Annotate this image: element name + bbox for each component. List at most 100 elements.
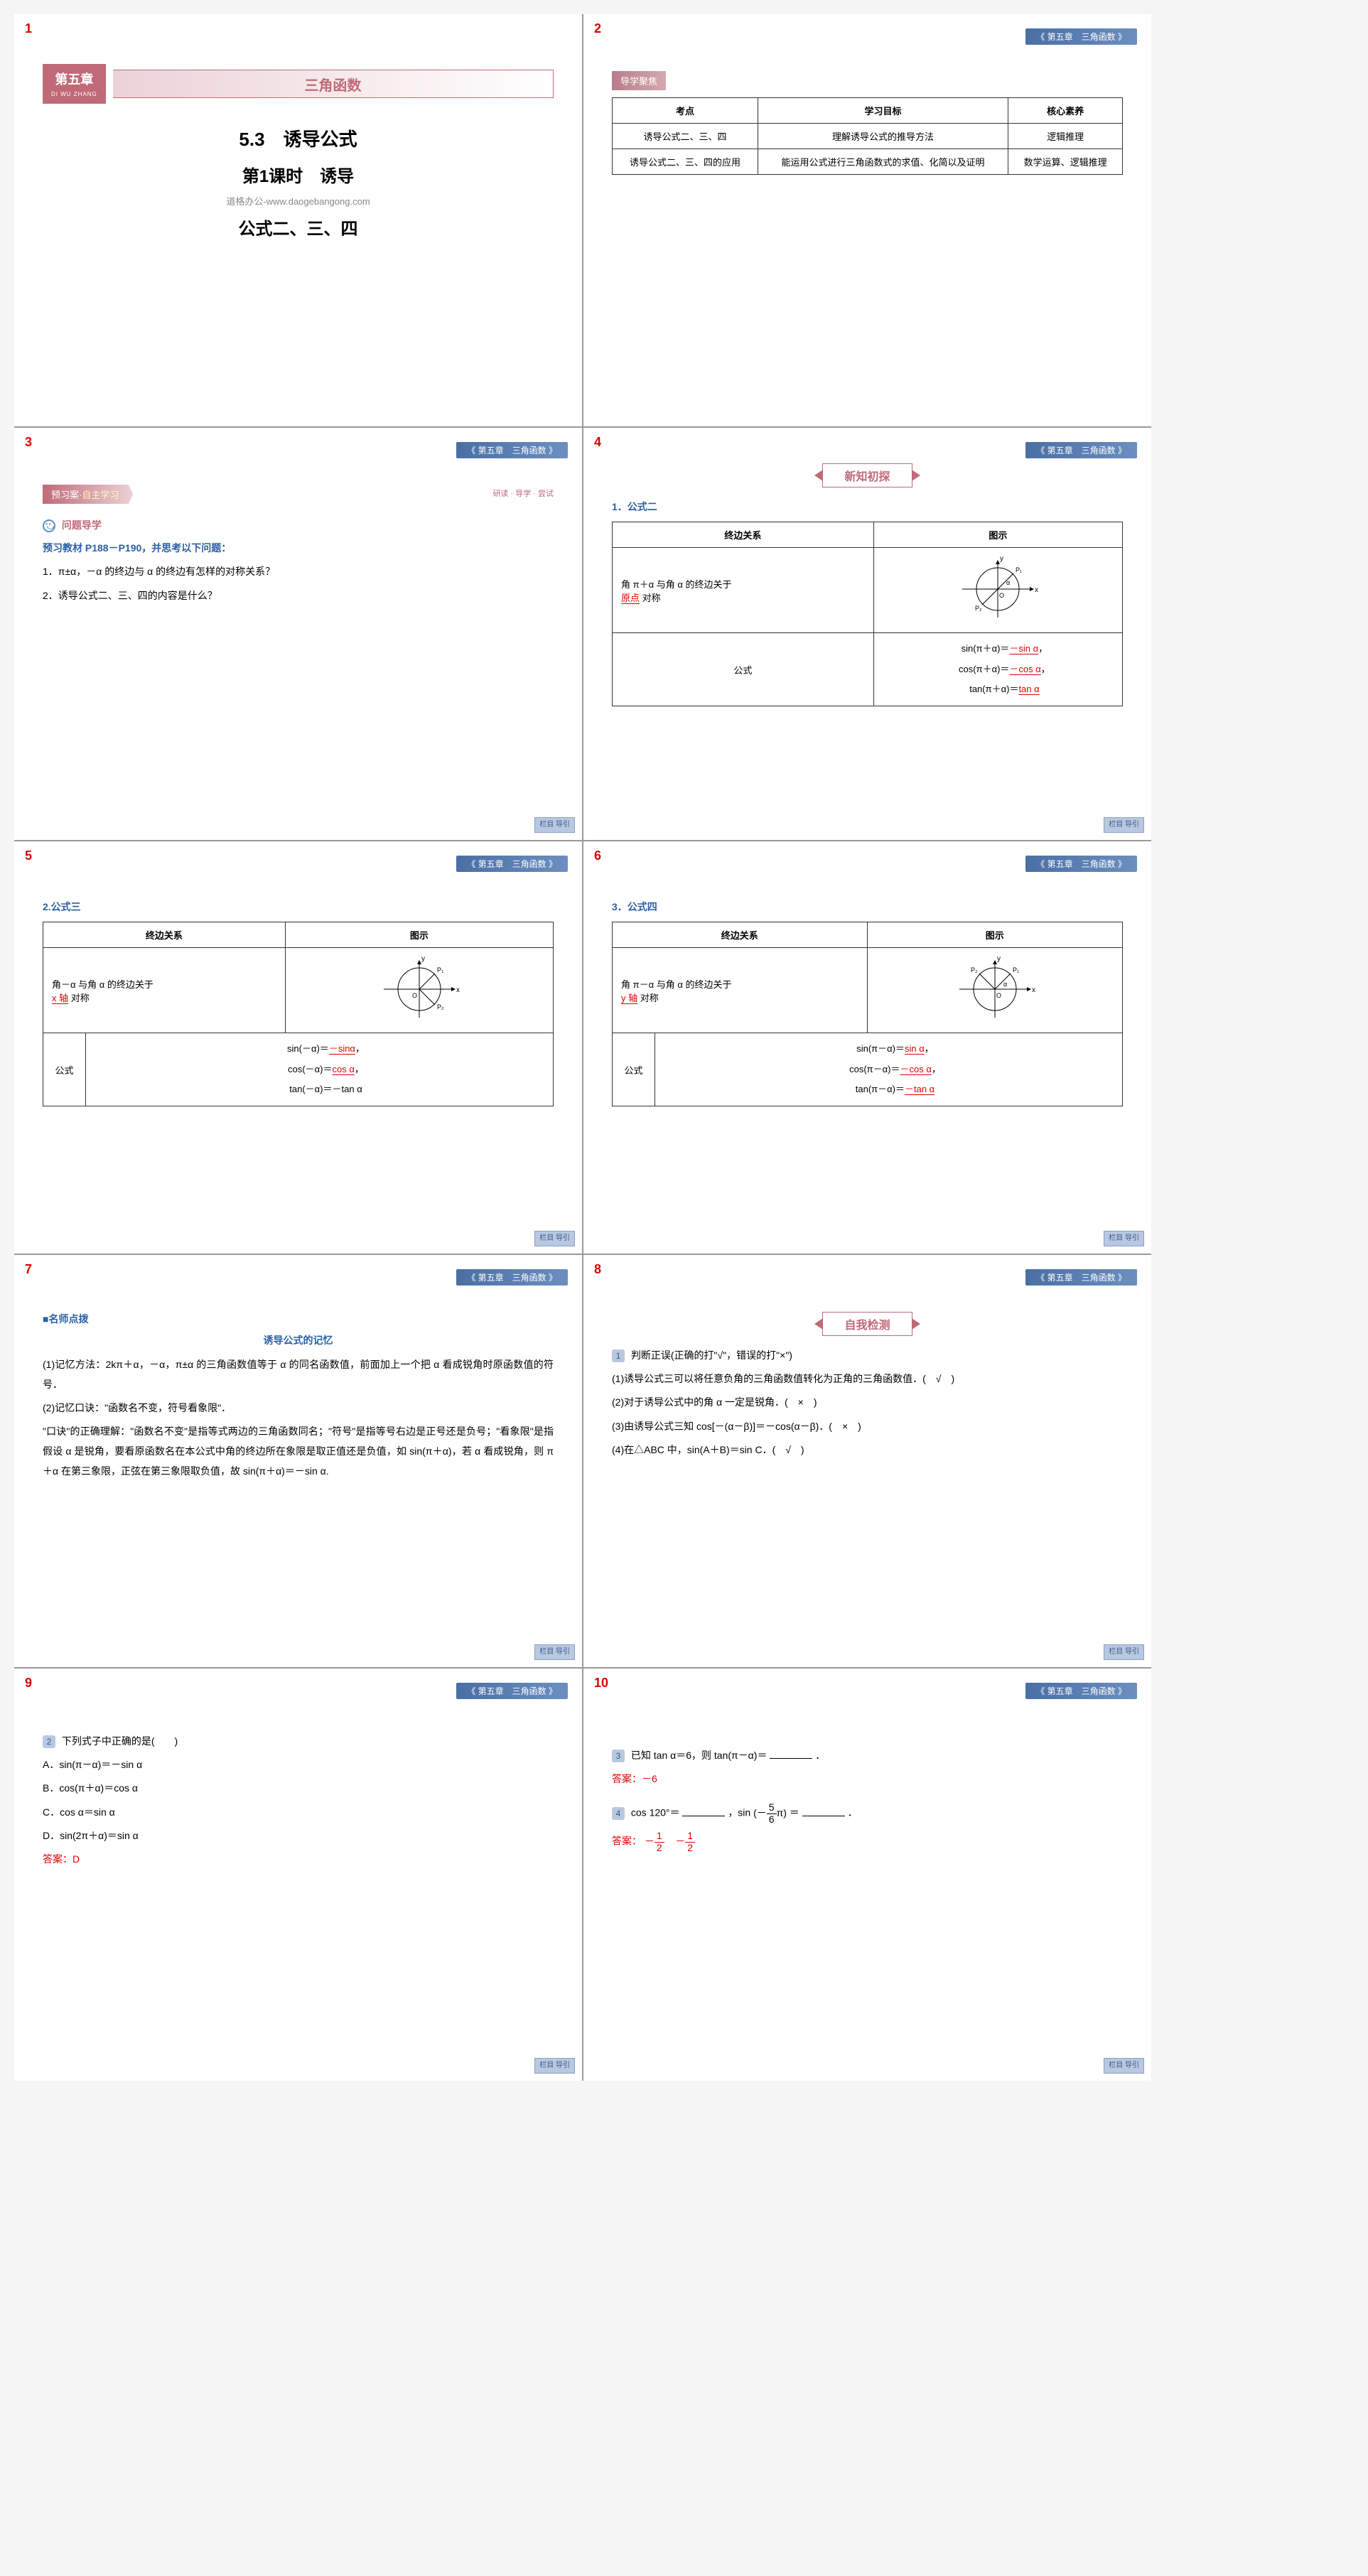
svg-text:P₁: P₁ xyxy=(1016,566,1022,573)
diagram-cell: x y P₁ P₂ O xyxy=(285,948,553,1033)
rel-c: 对称 xyxy=(71,993,90,1003)
badge-1: 1 xyxy=(612,1349,625,1362)
svg-text:P₁: P₁ xyxy=(1013,966,1019,974)
col-header: 考点 xyxy=(613,98,758,124)
q1: (1)诱导公式三可以将任意负角的三角函数值转化为正角的三角函数值．( √ ) xyxy=(612,1370,1123,1388)
nav-button[interactable]: 栏目 导引 xyxy=(534,2058,575,2074)
nav-button[interactable]: 栏目 导引 xyxy=(1104,817,1144,833)
q3a: 已知 tan α＝6，则 tan(π－α)＝ xyxy=(631,1750,768,1761)
q4c: ＝ xyxy=(790,1807,799,1818)
cell: 逻辑推理 xyxy=(1008,124,1123,149)
badge-4: 4 xyxy=(612,1807,625,1820)
f2b: －cos α xyxy=(900,1064,932,1074)
cell: 理解诱导公式的推导方法 xyxy=(758,124,1008,149)
slide-number: 1 xyxy=(25,21,32,36)
preview-right: 研读 · 导学 · 尝试 xyxy=(492,487,554,499)
slide-9: 9 第五章 三角函数 2 下列式子中正确的是( ) A．sin(π－α)＝－si… xyxy=(14,1669,582,2081)
rel-c: 对称 xyxy=(642,593,661,603)
q-header-text: 问题导学 xyxy=(62,519,102,531)
ans-label: 答案： xyxy=(43,1853,72,1865)
opt-c: C．cos α＝sin α xyxy=(43,1804,554,1821)
slide-10: 10 第五章 三角函数 3 已知 tan α＝6，则 tan(π－α)＝ ． 答… xyxy=(583,1669,1151,2081)
nav-button[interactable]: 栏目 导引 xyxy=(1104,1644,1144,1660)
chapter-tag: 第五章 三角函数 xyxy=(1025,442,1137,458)
q-intro: 2 下列式子中正确的是( ) xyxy=(43,1732,554,1750)
slide-5: 5 第五章 三角函数 2.公式三 终边关系 图示 角－α 与角 α 的终边关于 … xyxy=(14,841,582,1254)
f2a: cos(π－α)＝ xyxy=(849,1064,900,1074)
slide-number: 2 xyxy=(594,21,601,36)
svg-text:y: y xyxy=(421,955,425,963)
formula-title: 2.公式三 xyxy=(43,898,554,916)
slide-number: 3 xyxy=(25,435,32,450)
pill-header: 自我检测 xyxy=(612,1312,1123,1336)
svg-text:P₂: P₂ xyxy=(971,966,978,974)
slide-3: 3 第五章 三角函数 预习案·自主学习 研读 · 导学 · 尝试 问题导学 预习… xyxy=(14,428,582,840)
pill-text: 自我检测 xyxy=(822,1312,912,1336)
ans3-label: 答案： xyxy=(612,1773,642,1784)
f3b: tan α xyxy=(1018,684,1039,694)
rel-answer: 原点 xyxy=(621,593,640,603)
relation-cell: 角－α 与角 α 的终边关于 x 轴 对称 xyxy=(43,948,286,1033)
formula-table: 终边关系 图示 角－α 与角 α 的终边关于 x 轴 对称 x y P₁ xyxy=(43,922,554,1106)
f2b: cos α xyxy=(333,1064,355,1074)
nav-button[interactable]: 栏目 导引 xyxy=(534,1231,575,1246)
q3b: ． xyxy=(815,1750,825,1761)
nav-button[interactable]: 栏目 导引 xyxy=(534,1644,575,1660)
unit-circle-icon: x y P₁ P₂ O xyxy=(377,954,462,1025)
rel-c: 对称 xyxy=(640,993,659,1003)
chapter-tag: 第五章 三角函数 xyxy=(456,442,568,458)
col-header: 图示 xyxy=(285,922,553,948)
slide-number: 4 xyxy=(594,435,601,450)
formula-title: 1．公式二 xyxy=(612,498,1123,516)
slide-grid: 1 第五章 DI WU ZHANG 三角函数 5.3 诱导公式 第1课时 诱导 … xyxy=(14,14,1151,2081)
formula-title: 3．公式四 xyxy=(612,898,1123,916)
badge-2: 2 xyxy=(43,1735,55,1748)
formula-table: 终边关系 图示 角 π－α 与角 α 的终边关于 y 轴 对称 x y P₁ xyxy=(612,922,1123,1106)
q2: (2)对于诱导公式中的角 α 一定是锐角．( × ) xyxy=(612,1394,1123,1411)
ans3-val: －6 xyxy=(642,1773,657,1784)
formulas: sin(π＋α)＝－sin α， cos(π＋α)＝－cos α， tan(π＋… xyxy=(873,633,1122,706)
chapter-title: 三角函数 xyxy=(113,70,554,98)
f3b: －tan α xyxy=(905,1084,935,1094)
formulas: sin(－α)＝－sinα， cos(－α)＝cos α， tan(－α)＝－t… xyxy=(86,1033,554,1106)
pill-header: 新知初探 xyxy=(612,463,1123,487)
chapter-banner: 第五章 DI WU ZHANG 三角函数 xyxy=(43,64,554,104)
para-1: (1)记忆方法：2kπ＋α，－α，π±α 的三角函数值等于 α 的同名函数值，前… xyxy=(43,1354,554,1394)
answer-3: 答案：－6 xyxy=(612,1770,1123,1788)
cell: 能运用公式进行三角函数式的求值、化简以及证明 xyxy=(758,149,1008,175)
relation-cell: 角 π－α 与角 α 的终边关于 y 轴 对称 xyxy=(613,948,868,1033)
f2b: －cos α xyxy=(1009,664,1040,674)
nav-button[interactable]: 栏目 导引 xyxy=(534,817,575,833)
rel-answer: y 轴 xyxy=(621,993,637,1003)
q3: (3)由诱导公式三知 cos[－(α－β)]＝－cos(α－β)．( × ) xyxy=(612,1418,1123,1435)
slide-number: 8 xyxy=(594,1262,601,1277)
svg-text:y: y xyxy=(1000,555,1003,563)
relation-cell: 角 π＋α 与角 α 的终边关于 原点 对称 xyxy=(613,548,874,633)
svg-text:α: α xyxy=(1003,981,1007,988)
col-header: 终边关系 xyxy=(613,922,868,948)
chapter-pinyin: DI WU ZHANG xyxy=(51,91,97,97)
col-header: 学习目标 xyxy=(758,98,1008,124)
slide-1: 1 第五章 DI WU ZHANG 三角函数 5.3 诱导公式 第1课时 诱导 … xyxy=(14,14,582,426)
bar-a: 预习案· xyxy=(51,490,82,500)
f3a: tan(π－α)＝ xyxy=(856,1084,905,1094)
bar-b: 自主学习 xyxy=(82,490,119,500)
smile-icon xyxy=(43,519,55,532)
formula-label: 公式 xyxy=(613,633,874,706)
slide-8: 8 第五章 三角函数 自我检测 1 判断正误(正确的打"√"，错误的打"×") … xyxy=(583,1255,1151,1667)
col-header: 图示 xyxy=(867,922,1122,948)
svg-text:O: O xyxy=(412,992,417,999)
para-2a: (2)记忆口诀："函数名不变，符号看象限"． xyxy=(43,1398,554,1418)
nav-button[interactable]: 栏目 导引 xyxy=(1104,1231,1144,1246)
rel-answer: x 轴 xyxy=(52,993,68,1003)
chapter-tag: 第五章 三角函数 xyxy=(1025,1683,1137,1699)
nav-button[interactable]: 栏目 导引 xyxy=(1104,2058,1144,2074)
cell: 诱导公式二、三、四的应用 xyxy=(613,149,758,175)
opt-b: B．cos(π＋α)＝cos α xyxy=(43,1779,554,1797)
opt-a: A．sin(π－α)＝－sin α xyxy=(43,1756,554,1774)
ans4-label: 答案： xyxy=(612,1836,642,1847)
question-1: 1．π±α，－α 的终边与 α 的终边有怎样的对称关系？ xyxy=(43,563,554,581)
chapter-tag: 第五章 三角函数 xyxy=(456,1269,568,1286)
diagram-cell: x y P₁ P₂ O α xyxy=(867,948,1122,1033)
col-header: 终边关系 xyxy=(43,922,286,948)
